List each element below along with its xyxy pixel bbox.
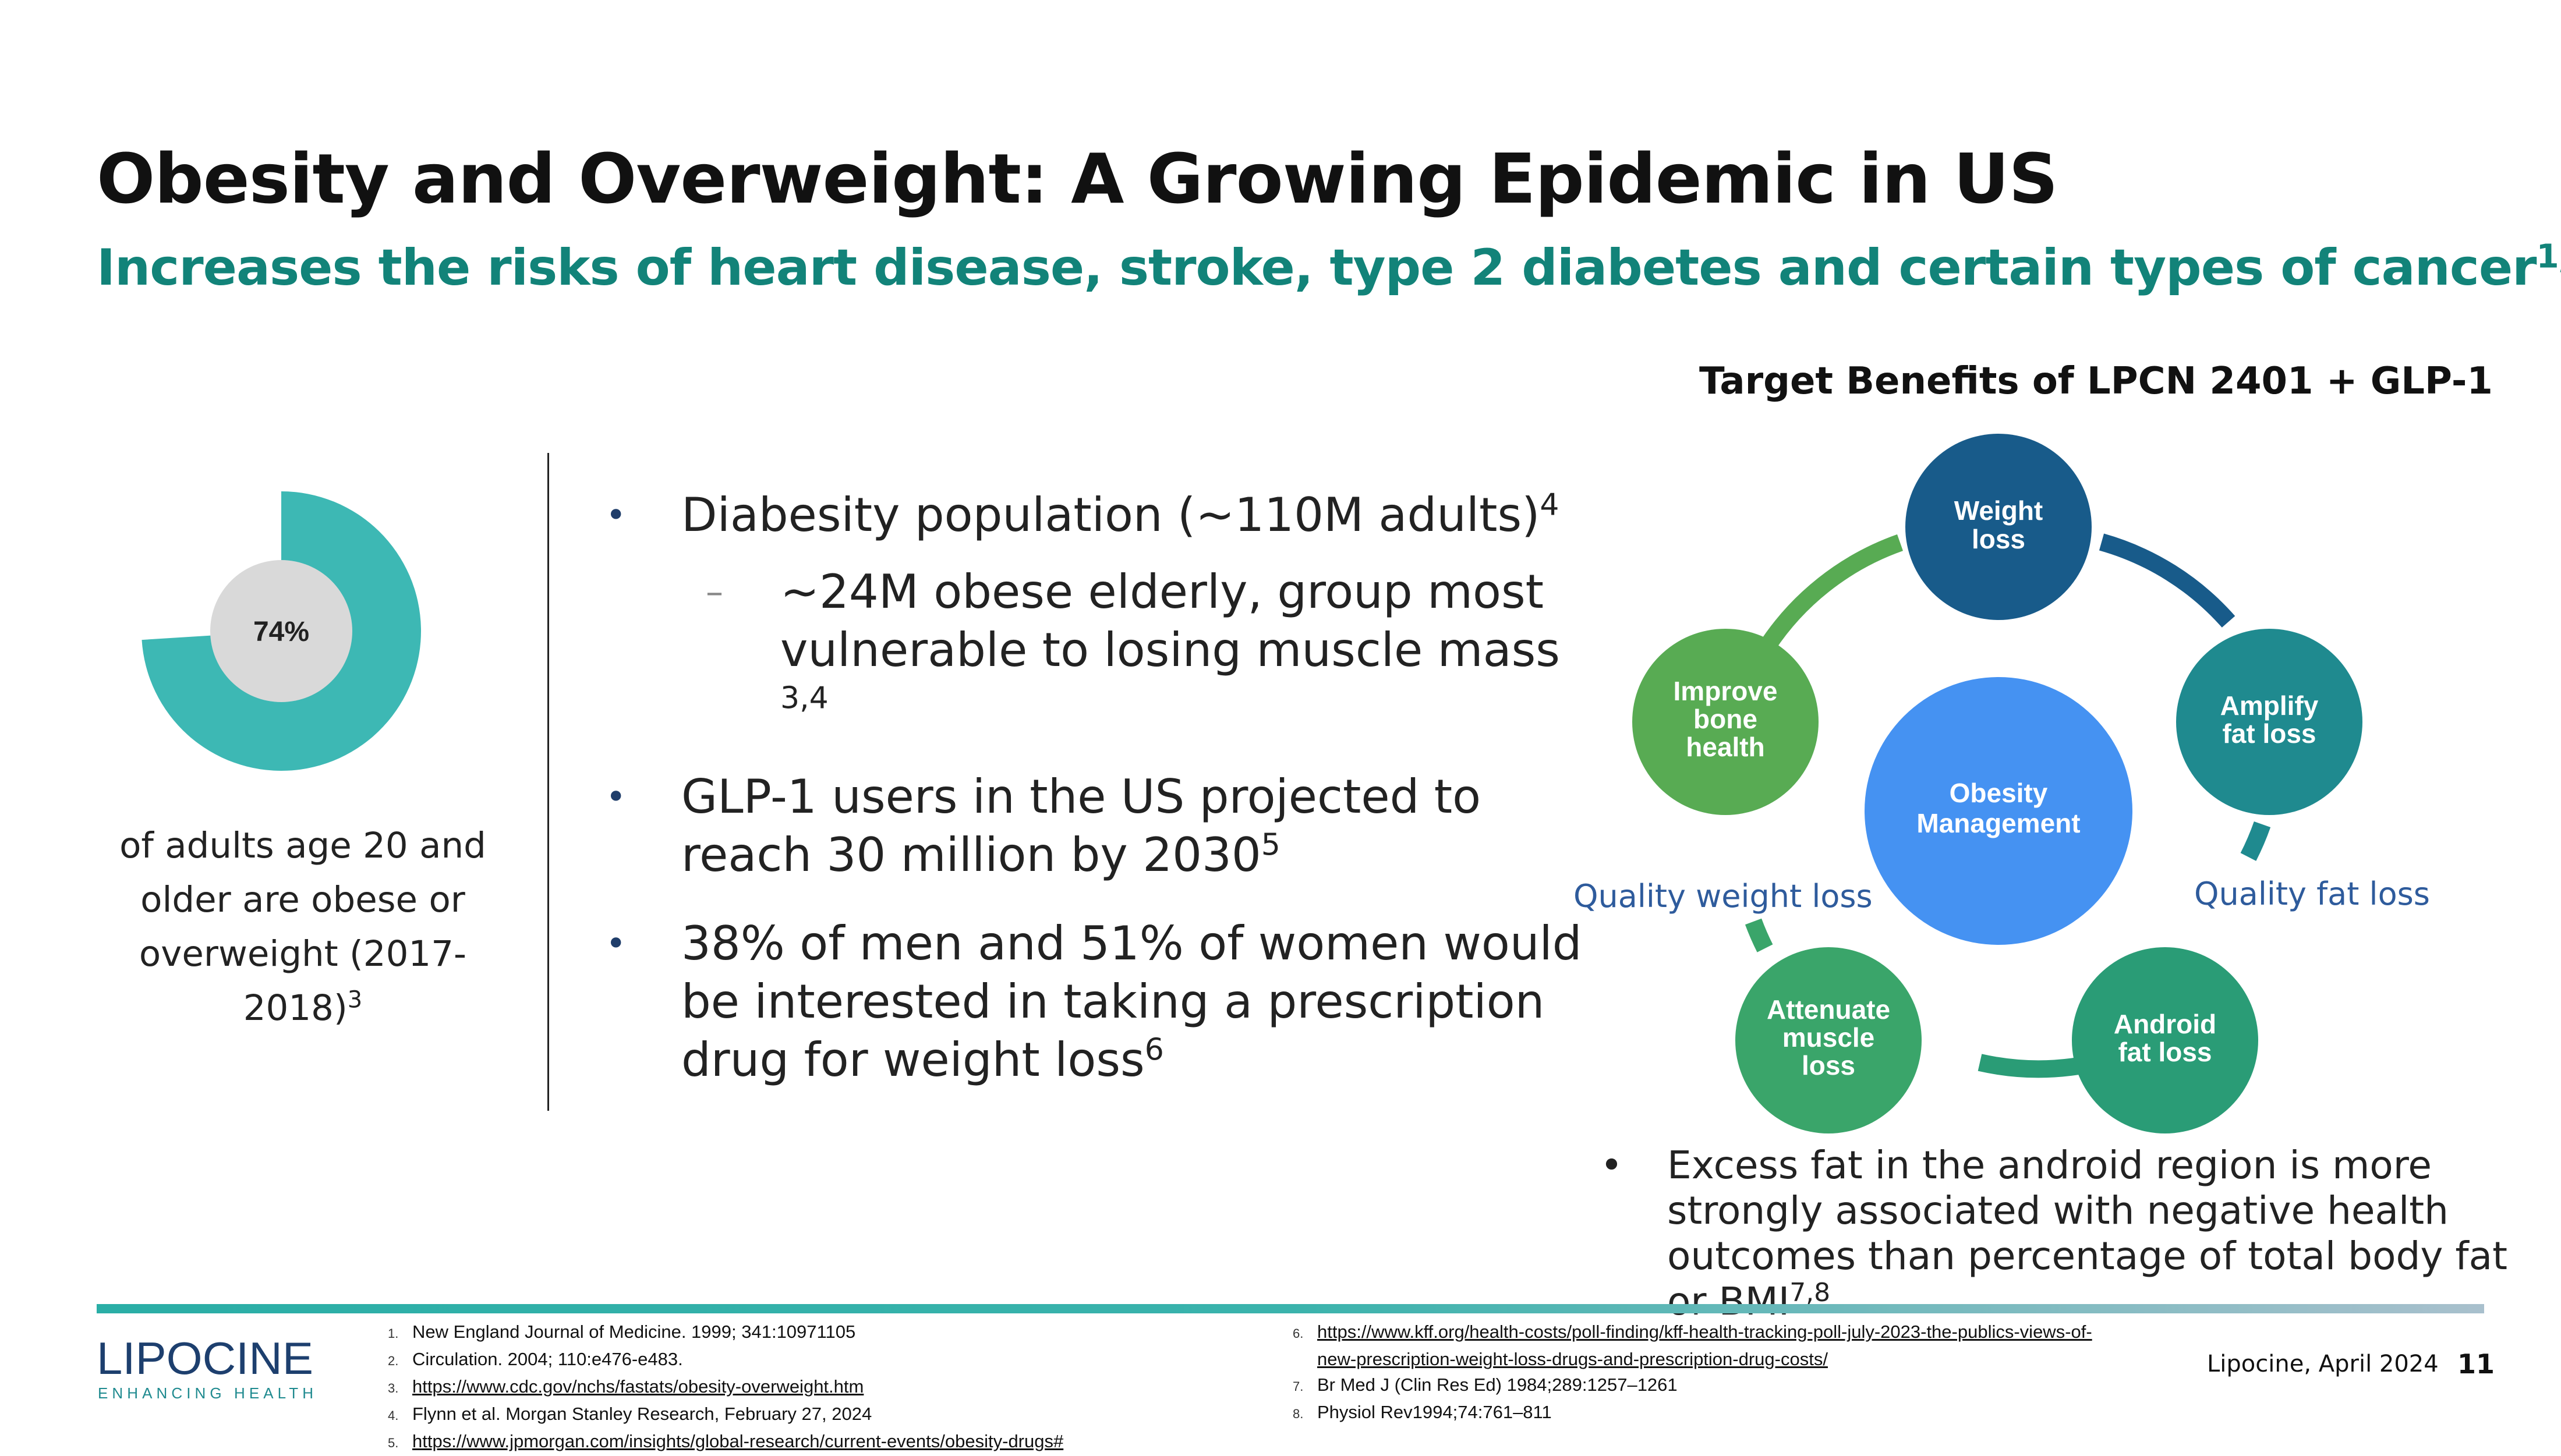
reference-text: Physiol Rev1994;74:761–811 xyxy=(1317,1402,1552,1422)
node-amplify-line2: fat loss xyxy=(2222,718,2316,749)
arc-weight-to-amplify xyxy=(2099,533,2235,628)
node-attenuate-muscle-loss xyxy=(1735,947,1922,1133)
bullet-text: Diabesity population (~110M adults) xyxy=(681,488,1540,542)
node-bone-line3: health xyxy=(1686,732,1764,762)
center-label-line1: Obesity xyxy=(1950,778,2048,808)
reference-link[interactable]: https://www.kff.org/health-costs/poll-fi… xyxy=(1317,1322,2092,1342)
sub-bullet-elderly: – ~24M obese elderly, group most vulnera… xyxy=(606,563,1596,738)
donut-hole xyxy=(210,560,352,702)
node-amplify-fat-loss xyxy=(2176,629,2362,815)
reference-link[interactable]: https://www.jpmorgan.com/insights/global… xyxy=(412,1431,1064,1451)
reference-link[interactable]: https://www.cdc.gov/nchs/fastats/obesity… xyxy=(412,1376,864,1397)
node-bone-line1: Improve xyxy=(1674,676,1778,706)
reference-text: Br Med J (Clin Res Ed) 1984;289:1257–126… xyxy=(1317,1374,1678,1395)
excess-note-text: Excess fat in the android region is more… xyxy=(1667,1143,2507,1324)
reference-item: 5. https://www.jpmorgan.com/insights/glob… xyxy=(388,1429,1063,1456)
stat-caption-text: of adults age 20 and older are obese or … xyxy=(119,825,486,1029)
node-weight-loss-line2: loss xyxy=(1972,524,2025,554)
sub-bullet-text: ~24M obese elderly, group most vulnerabl… xyxy=(780,565,1560,677)
node-weight-loss xyxy=(1905,434,2092,620)
subtitle-text: Increases the risks of heart disease, st… xyxy=(97,239,2537,297)
benefits-cycle-diagram: Obesity Management Weight loss Amplify f… xyxy=(1632,434,2362,1133)
reference-item: 2. Circulation. 2004; 110:e476-e483. xyxy=(388,1347,1063,1374)
reference-number: 1. xyxy=(388,1326,399,1341)
bullet-marker: • xyxy=(606,777,627,817)
reference-item: 4. Flynn et al. Morgan Stanley Research, … xyxy=(388,1401,1063,1429)
sub-bullet-ref: 3,4 xyxy=(780,681,829,716)
bullet-glp1-users: • GLP-1 users in the US projected to rea… xyxy=(606,768,1596,884)
bullet-marker: • xyxy=(606,923,627,964)
node-android-line2: fat loss xyxy=(2118,1037,2212,1067)
bullet-text: GLP-1 users in the US projected to reach… xyxy=(681,770,1481,882)
node-improve-bone-health xyxy=(1632,629,1819,815)
reference-text: Flynn et al. Morgan Stanley Research, Fe… xyxy=(412,1404,872,1424)
slide-title: Obesity and Overweight: A Growing Epidem… xyxy=(97,139,2058,219)
arc-amplify-to-android xyxy=(2240,821,2271,861)
sub-bullet-marker: – xyxy=(706,572,723,612)
node-attenuate-line3: loss xyxy=(1802,1050,1855,1081)
percent-donut-chart: 74% xyxy=(142,491,422,771)
reference-number: 4. xyxy=(388,1408,399,1423)
bullet-interest: • 38% of men and 51% of women would be i… xyxy=(606,915,1596,1089)
bullet-ref: 5 xyxy=(1261,827,1280,863)
reference-number: 7. xyxy=(1293,1379,1304,1394)
references-right: 6. https://www.kff.org/health-costs/poll-… xyxy=(1293,1319,2189,1427)
subtitle-refs: 1,2 xyxy=(2536,238,2561,276)
references-left: 1. New England Journal of Medicine. 1999;… xyxy=(388,1319,1063,1456)
reference-item: 8. Physiol Rev1994;74:761–811 xyxy=(1293,1400,2189,1427)
excess-note-ref: 7,8 xyxy=(1789,1278,1831,1308)
reference-number: 8. xyxy=(1293,1407,1304,1421)
node-bone-line2: bone xyxy=(1693,704,1757,734)
bullet-marker: • xyxy=(606,495,627,536)
reference-item: 6. https://www.kff.org/health-costs/poll-… xyxy=(1293,1319,2189,1347)
donut-percent-label: 74% xyxy=(253,617,309,647)
reference-text: Circulation. 2004; 110:e476-e483. xyxy=(412,1349,683,1369)
bullet-diabesity: • Diabesity population (~110M adults)4 xyxy=(606,486,1596,544)
bullet-list: • Diabesity population (~110M adults)4 –… xyxy=(606,486,1596,1120)
bullet-marker: • xyxy=(1600,1143,1623,1188)
page-number: 11 xyxy=(2457,1348,2495,1380)
reference-text: New England Journal of Medicine. 1999; 3… xyxy=(412,1322,856,1342)
node-weight-loss-line1: Weight xyxy=(1954,495,2043,526)
node-attenuate-line2: muscle xyxy=(1782,1022,1875,1053)
bullet-ref: 4 xyxy=(1540,487,1559,523)
label-quality-weight-loss: Quality weight loss xyxy=(1573,878,1873,915)
logo-wordmark: LIPOCINE xyxy=(97,1333,313,1384)
center-label-line2: Management xyxy=(1916,808,2080,838)
footer-gradient-line xyxy=(97,1304,2484,1313)
node-amplify-line1: Amplify xyxy=(2220,690,2319,721)
stat-caption: of adults age 20 and older are obese or … xyxy=(105,819,501,1035)
arc-bone-to-weight xyxy=(1757,534,1903,655)
arc-attenuate-to-bone xyxy=(1745,918,1773,952)
footer-date: Lipocine, April 2024 xyxy=(2207,1351,2439,1377)
reference-item: 1. New England Journal of Medicine. 1999;… xyxy=(388,1319,1063,1347)
bullet-text: 38% of men and 51% of women would be int… xyxy=(681,916,1582,1087)
node-attenuate-line1: Attenuate xyxy=(1767,994,1890,1025)
node-android-line1: Android xyxy=(2114,1009,2216,1039)
reference-item: 3. https://www.cdc.gov/nchs/fastats/obesi… xyxy=(388,1374,1063,1401)
stat-caption-ref: 3 xyxy=(347,986,363,1014)
diagram-title: Target Benefits of LPCN 2401 + GLP-1 xyxy=(1699,360,2493,403)
reference-link[interactable]: new-prescription-weight-loss-drugs-and-p… xyxy=(1317,1349,1828,1369)
bullet-ref: 6 xyxy=(1144,1032,1164,1068)
reference-number: 3. xyxy=(388,1381,399,1395)
logo-tagline: ENHANCING HEALTH xyxy=(98,1384,313,1402)
center-circle-obesity-management xyxy=(1865,677,2132,945)
node-android-fat-loss xyxy=(2072,947,2258,1133)
label-quality-fat-loss: Quality fat loss xyxy=(2194,876,2430,912)
lipocine-logo: LIPOCINE ENHANCING HEALTH xyxy=(97,1333,313,1402)
reference-item: 7. Br Med J (Clin Res Ed) 1984;289:1257–1… xyxy=(1293,1372,2189,1400)
reference-number: 6. xyxy=(1293,1326,1304,1341)
reference-number: 2. xyxy=(388,1354,399,1368)
slide-subtitle: Increases the risks of heart disease, st… xyxy=(97,239,2561,297)
reference-number: 5. xyxy=(388,1436,399,1450)
excess-fat-note: • Excess fat in the android region is mo… xyxy=(1600,1143,2544,1324)
vertical-divider xyxy=(547,453,549,1111)
reference-item: new-prescription-weight-loss-drugs-and-p… xyxy=(1293,1347,2189,1372)
